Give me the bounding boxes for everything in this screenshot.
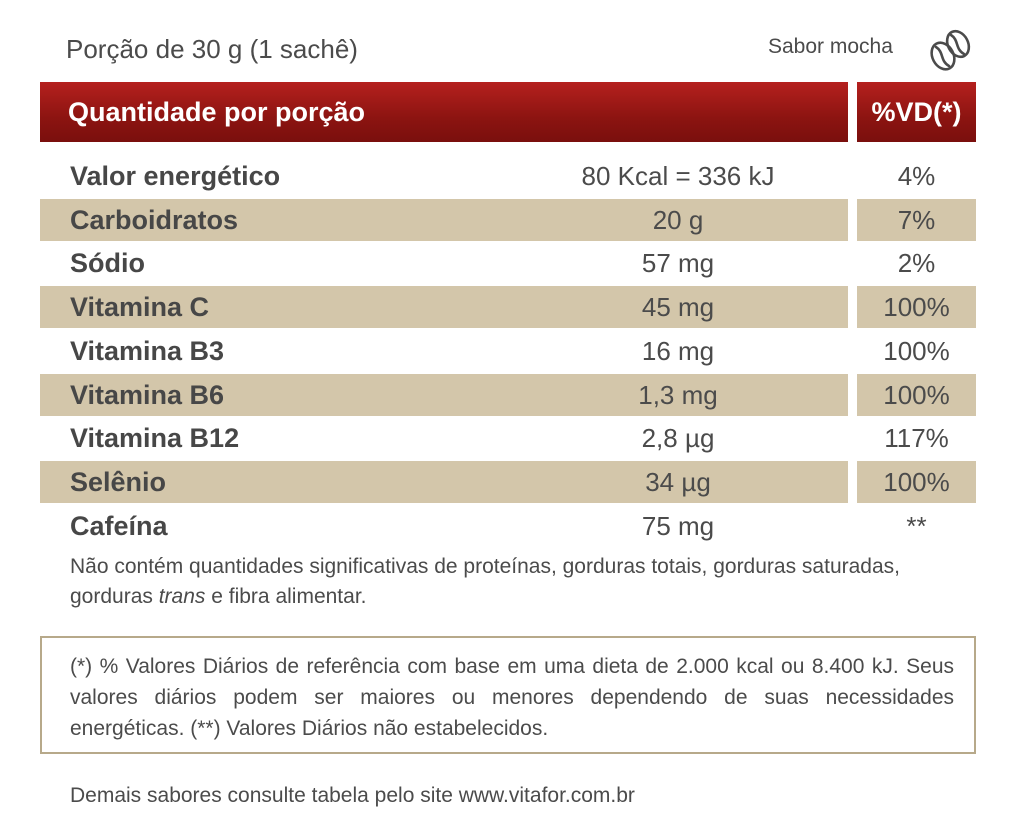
row-band-vd (857, 199, 976, 241)
table-row: Vitamina B3 16 mg 100% (40, 330, 976, 372)
nutrient-name: Vitamina B6 (70, 380, 225, 410)
note-italic: trans (158, 585, 206, 608)
row-band-vd (857, 374, 976, 416)
coffee-bean-icon (930, 29, 971, 71)
note-text-1: Não contém quantidades significativas de… (70, 555, 900, 608)
row-band (40, 199, 848, 241)
nutrient-vd: 100% (883, 467, 950, 497)
nutrient-name: Cafeína (70, 511, 168, 541)
table-header-vd-label: %VD(*) (871, 96, 962, 127)
portion-label: Porção de 30 g (1 sachê) (66, 34, 358, 64)
footnote-box: (*) % Valores Diários de referência com … (40, 636, 976, 754)
nutrition-note: Não contém quantidades significativas de… (70, 552, 950, 612)
nutrient-vd: 117% (884, 423, 949, 453)
row-band-vd (857, 461, 976, 503)
flavor-label: Sabor mocha (768, 35, 893, 58)
nutrient-amount: 34 µg (645, 467, 711, 497)
nutrient-name: Valor energético (70, 161, 281, 191)
note-text-2: e fibra alimentar. (205, 585, 367, 608)
row-band (40, 286, 848, 328)
nutrient-amount: 45 mg (641, 292, 715, 322)
nutrient-vd: 7% (897, 205, 936, 235)
nutrient-amount: 16 mg (641, 336, 715, 366)
row-band (40, 461, 848, 503)
nutrient-name: Vitamina B12 (70, 423, 240, 453)
table-row: Vitamina B6 1,3 mg 100% (40, 374, 976, 416)
table-row: Cafeína 75 mg ** (40, 505, 976, 547)
nutrient-amount: 20 g (652, 205, 704, 235)
nutrient-amount: 75 mg (641, 511, 715, 541)
website-note: Demais sabores consulte tabela pelo site… (70, 784, 635, 807)
nutrient-vd: 100% (883, 380, 950, 410)
nutrient-vd: 4% (897, 161, 936, 191)
nutrient-amount: 2,8 µg (641, 423, 715, 453)
table-row: Vitamina C 45 mg 100% (40, 286, 976, 328)
table-row: Vitamina B12 2,8 µg 117% (40, 417, 976, 459)
nutrient-name: Vitamina C (70, 292, 210, 322)
nutrient-name: Vitamina B3 (70, 336, 225, 366)
nutrient-vd: 2% (897, 248, 936, 278)
row-band-vd (857, 286, 976, 328)
nutrient-name: Carboidratos (70, 205, 239, 235)
row-band (40, 374, 848, 416)
table-header-name-label: Quantidade por porção (68, 96, 366, 127)
table-row: Valor energético 80 Kcal = 336 kJ 4% (40, 155, 976, 197)
nutrient-amount: 57 mg (641, 248, 715, 278)
footnote-text: (*) % Valores Diários de referência com … (70, 655, 954, 740)
nutrient-name: Selênio (70, 467, 167, 497)
table-header-vd: %VD(*) (857, 82, 976, 142)
nutrient-vd: 100% (883, 292, 950, 322)
nutrient-vd: ** (906, 511, 927, 541)
nutrient-amount: 80 Kcal = 336 kJ (581, 161, 775, 191)
nutrient-vd: 100% (883, 336, 950, 366)
table-row: Carboidratos 20 g 7% (40, 199, 976, 241)
table-header-name: Quantidade por porção (40, 82, 848, 142)
table-row: Sódio 57 mg 2% (40, 242, 976, 284)
nutrient-name: Sódio (70, 248, 145, 278)
table-row: Selênio 34 µg 100% (40, 461, 976, 503)
nutrient-amount: 1,3 mg (638, 380, 718, 410)
